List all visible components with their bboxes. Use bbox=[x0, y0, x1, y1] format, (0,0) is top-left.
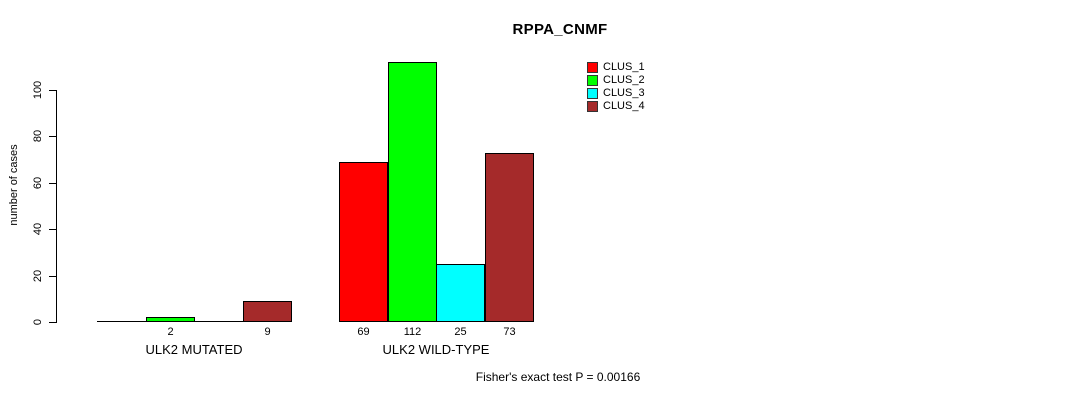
y-axis-tick bbox=[49, 322, 56, 323]
y-axis-tick bbox=[49, 90, 56, 91]
zero-bar-line bbox=[194, 321, 244, 322]
y-axis-tick-label: 100 bbox=[32, 80, 44, 100]
legend-label: CLUS_1 bbox=[603, 61, 645, 73]
y-axis-tick bbox=[49, 276, 56, 277]
y-axis-tick-label: 60 bbox=[32, 176, 44, 190]
bar-value-label: 73 bbox=[503, 326, 516, 338]
y-axis-tick bbox=[49, 229, 56, 230]
legend-item: CLUS_2 bbox=[587, 74, 645, 87]
legend-item: CLUS_1 bbox=[587, 61, 645, 74]
zero-bar-line bbox=[97, 321, 147, 322]
y-axis-tick-label: 0 bbox=[32, 318, 44, 326]
legend: CLUS_1 CLUS_2 CLUS_3 CLUS_4 bbox=[587, 61, 645, 113]
legend-swatch bbox=[587, 88, 598, 99]
bar-value-label: 112 bbox=[403, 326, 422, 338]
bar bbox=[146, 317, 195, 322]
bar-value-label: 69 bbox=[357, 326, 370, 338]
bar-value-label: 25 bbox=[454, 326, 467, 338]
bar-value-label: 2 bbox=[167, 326, 174, 338]
legend-item: CLUS_3 bbox=[587, 87, 645, 100]
bar bbox=[243, 301, 292, 322]
y-axis-tick bbox=[49, 183, 56, 184]
legend-item: CLUS_4 bbox=[587, 100, 645, 113]
y-axis-tick-label: 80 bbox=[32, 129, 44, 143]
bar bbox=[339, 162, 388, 322]
y-axis-tick-label: 20 bbox=[32, 269, 44, 283]
legend-swatch bbox=[587, 75, 598, 86]
y-axis-tick bbox=[49, 136, 56, 137]
bar bbox=[485, 153, 534, 322]
legend-swatch bbox=[587, 101, 598, 112]
chart-title: RPPA_CNMF bbox=[512, 21, 608, 38]
y-axis-tick-label: 40 bbox=[32, 222, 44, 236]
x-axis-group-label: ULK2 WILD-TYPE bbox=[382, 342, 490, 357]
y-axis-label: number of cases bbox=[8, 144, 20, 226]
x-axis-group-label: ULK2 MUTATED bbox=[145, 342, 243, 357]
fisher-test-annotation: Fisher's exact test P = 0.00166 bbox=[475, 370, 641, 384]
legend-swatch bbox=[587, 62, 598, 73]
bar-value-label: 9 bbox=[264, 326, 271, 338]
y-axis-line bbox=[56, 90, 57, 323]
legend-label: CLUS_4 bbox=[603, 100, 645, 112]
bar bbox=[388, 62, 437, 322]
legend-label: CLUS_3 bbox=[603, 87, 645, 99]
bar bbox=[436, 264, 485, 322]
legend-label: CLUS_2 bbox=[603, 74, 645, 86]
